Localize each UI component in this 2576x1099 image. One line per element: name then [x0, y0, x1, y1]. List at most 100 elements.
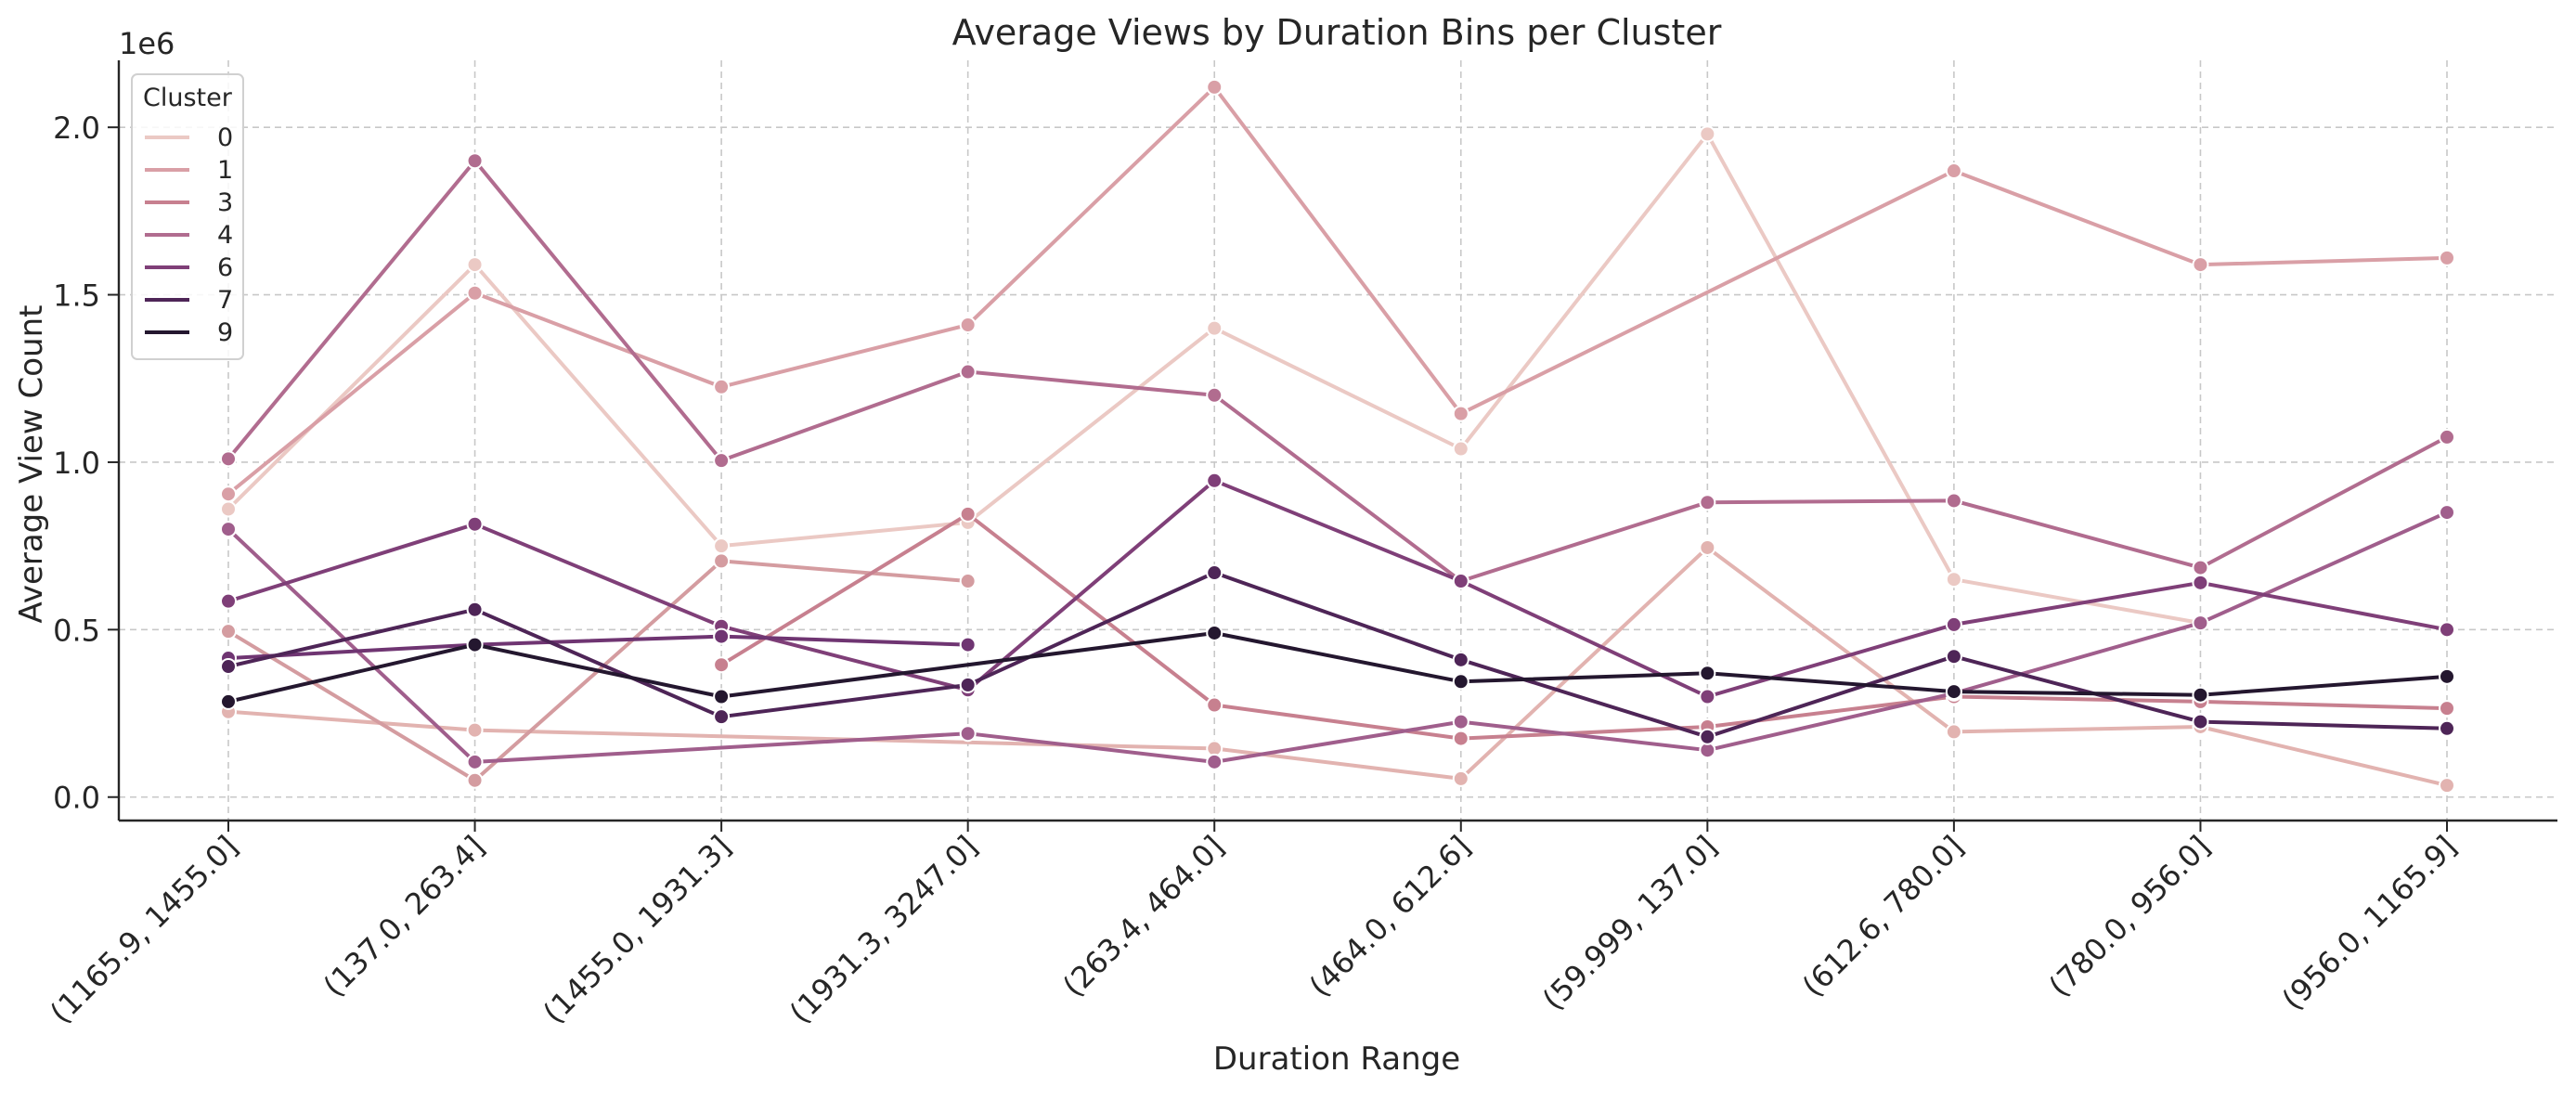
data-point	[713, 452, 731, 470]
x-tick-label: (137.0, 263.4]	[317, 829, 491, 1003]
data-point	[466, 636, 484, 653]
data-point	[713, 688, 731, 705]
data-point	[220, 692, 237, 710]
y-tick-label: 0.5	[53, 613, 100, 648]
series-line	[227, 634, 970, 660]
data-point	[220, 485, 237, 503]
data-point	[466, 753, 484, 770]
data-point	[959, 505, 977, 523]
data-point	[1452, 673, 1469, 691]
data-point	[959, 636, 977, 653]
data-point	[2192, 614, 2209, 632]
data-point	[2192, 574, 2209, 591]
data-point	[1452, 713, 1469, 731]
data-point	[1699, 494, 1716, 511]
y-tick-label: 1.5	[53, 278, 100, 314]
data-point	[220, 623, 237, 640]
legend-item-cluster-1: 1	[145, 156, 233, 185]
data-point	[959, 676, 977, 693]
data-point	[713, 378, 731, 395]
data-point	[2439, 719, 2455, 737]
data-point	[2439, 428, 2455, 446]
data-point	[2439, 621, 2455, 639]
data-point	[1699, 688, 1716, 705]
data-point	[2439, 667, 2455, 685]
y-tick-label: 2.0	[53, 110, 100, 146]
data-point	[1452, 651, 1469, 668]
series-line	[227, 478, 2449, 699]
data-point	[2439, 504, 2455, 522]
legend-title: Cluster	[143, 84, 233, 112]
x-axis-label: Duration Range	[1213, 1041, 1460, 1078]
data-point	[1699, 125, 1716, 143]
series-cluster-7	[220, 564, 2455, 745]
data-point	[2192, 713, 2209, 731]
x-tick-label: (612.6, 780.0]	[1795, 829, 1970, 1003]
series-line	[227, 159, 2449, 583]
data-point	[2192, 559, 2209, 576]
legend-label: 1	[217, 156, 233, 185]
series-layer	[220, 78, 2455, 795]
legend-box	[131, 73, 244, 360]
series-line	[227, 511, 2449, 764]
data-point	[1206, 386, 1223, 404]
data-point	[713, 537, 731, 555]
legend-item-cluster-3: 3	[145, 188, 233, 217]
x-tick-label: (59.999, 137.0]	[1535, 829, 1724, 1017]
data-point	[1452, 769, 1469, 787]
x-tick-label: (780.0, 956.0]	[2042, 829, 2217, 1003]
data-point	[713, 627, 731, 645]
series-line	[227, 84, 2449, 497]
legend: Cluster 0 1 3 4 6 7 9	[131, 73, 244, 360]
legend-label: 0	[217, 123, 233, 152]
series-cluster-6	[220, 627, 977, 667]
data-point	[713, 708, 731, 726]
series-cluster-4	[220, 504, 2455, 770]
data-point	[1452, 573, 1469, 590]
x-tick-label: (464.0, 612.6]	[1302, 829, 1477, 1003]
data-point	[466, 256, 484, 274]
data-point	[466, 721, 484, 739]
y-tick-label: 0.0	[53, 781, 100, 816]
data-point	[1206, 696, 1223, 714]
data-point	[1945, 723, 1962, 741]
data-point	[959, 363, 977, 381]
legend-label: 9	[217, 318, 233, 347]
series-cluster-4	[220, 152, 2455, 590]
data-point	[1945, 492, 1962, 510]
data-point	[220, 500, 237, 518]
y-tick-label: 1.0	[53, 446, 100, 481]
data-point	[1699, 728, 1716, 745]
data-point	[466, 152, 484, 170]
series-line	[719, 511, 2449, 741]
data-point	[1945, 162, 1962, 180]
legend-label: 3	[217, 188, 233, 217]
data-point	[1452, 440, 1469, 458]
x-tick-label: (956.0, 1165.9]	[2275, 829, 2464, 1017]
data-point	[220, 658, 237, 676]
data-point	[2192, 686, 2209, 704]
data-point	[1206, 472, 1223, 489]
legend-item-cluster-9: 9	[145, 318, 233, 347]
data-point	[1206, 753, 1223, 770]
x-tick-label: (1931.3, 3247.0]	[783, 829, 984, 1030]
data-point	[220, 592, 237, 610]
legend-item-cluster-0: 0	[145, 123, 233, 152]
data-point	[1945, 615, 1962, 633]
series-line	[227, 571, 2449, 739]
data-point	[1945, 683, 1962, 701]
series-cluster-6	[220, 472, 2455, 705]
data-point	[713, 552, 731, 570]
data-point	[1206, 78, 1223, 96]
data-point	[1945, 648, 1962, 666]
data-point	[959, 573, 977, 590]
data-point	[1699, 538, 1716, 556]
data-point	[466, 771, 484, 789]
data-point	[466, 515, 484, 533]
data-point	[466, 284, 484, 302]
data-point	[2439, 700, 2455, 718]
chart-title: Average Views by Duration Bins per Clust…	[952, 12, 1722, 53]
series-line	[227, 546, 2449, 788]
